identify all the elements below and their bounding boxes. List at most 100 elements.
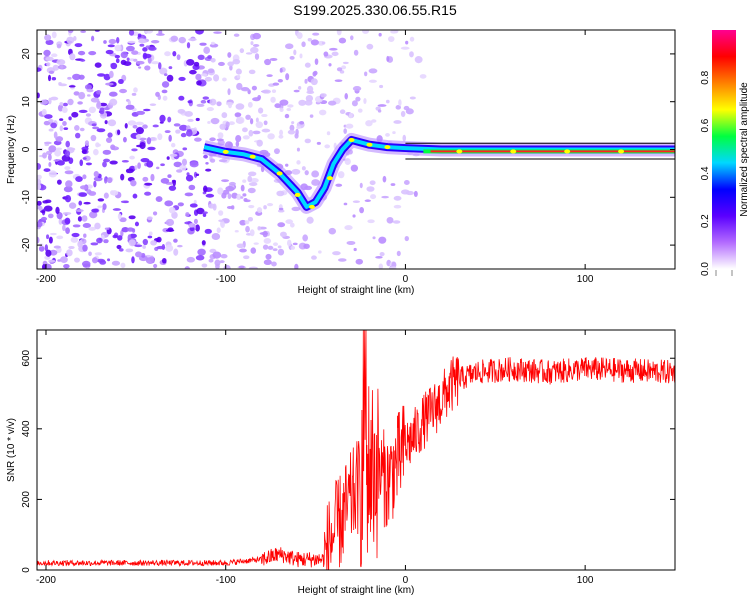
- noise-speckle: [177, 108, 186, 114]
- noise-speckle: [296, 125, 301, 129]
- noise-speckle: [203, 154, 208, 159]
- noise-speckle: [178, 76, 186, 81]
- noise-speckle: [155, 166, 160, 170]
- noise-speckle: [119, 217, 127, 223]
- noise-speckle: [289, 124, 295, 132]
- noise-speckle: [235, 68, 242, 75]
- noise-speckle: [355, 96, 361, 102]
- noise-speckle: [103, 40, 107, 44]
- noise-speckle: [208, 258, 214, 263]
- noise-speckle: [311, 179, 320, 186]
- noise-speckle: [221, 112, 228, 119]
- noise-speckle: [205, 168, 212, 172]
- colorbar: [712, 30, 736, 269]
- noise-speckle: [112, 234, 118, 239]
- noise-speckle: [329, 47, 338, 51]
- noise-speckle: [248, 182, 258, 187]
- noise-speckle: [179, 164, 187, 171]
- noise-speckle: [296, 147, 300, 152]
- noise-speckle: [142, 245, 146, 249]
- noise-speckle: [210, 158, 216, 163]
- noise-speckle: [116, 37, 120, 44]
- noise-speckle: [195, 30, 204, 35]
- noise-speckle: [45, 249, 52, 257]
- noise-speckle: [143, 53, 152, 59]
- noise-speckle: [253, 242, 259, 245]
- noise-speckle: [242, 179, 247, 183]
- y-tick-label: 0: [21, 567, 32, 573]
- noise-speckle: [267, 133, 275, 140]
- colorbar-tick-label: 0.0: [700, 262, 711, 276]
- noise-speckle: [50, 122, 57, 129]
- noise-speckle: [184, 266, 191, 269]
- noise-speckle: [117, 213, 122, 220]
- noise-speckle: [110, 62, 118, 70]
- noise-speckle: [368, 79, 377, 83]
- noise-speckle: [82, 222, 92, 228]
- noise-speckle: [164, 200, 174, 207]
- noise-speckle: [131, 92, 137, 96]
- colorbar-label: Normalized spectral amplitude: [739, 82, 750, 217]
- noise-speckle: [257, 95, 262, 100]
- noise-speckle: [271, 261, 277, 267]
- noise-speckle: [267, 245, 274, 250]
- noise-speckle: [403, 179, 410, 185]
- noise-speckle: [77, 101, 83, 105]
- noise-speckle: [51, 31, 57, 39]
- noise-speckle: [150, 173, 155, 182]
- noise-speckle: [38, 245, 45, 252]
- noise-speckle: [37, 178, 42, 186]
- noise-speckle: [364, 199, 371, 203]
- noise-speckle: [304, 99, 313, 106]
- noise-speckle: [187, 100, 193, 104]
- noise-speckle: [328, 227, 337, 235]
- noise-speckle: [55, 136, 64, 142]
- noise-speckle: [164, 51, 171, 57]
- noise-speckle: [405, 40, 409, 45]
- y-tick-label: 600: [21, 349, 32, 366]
- noise-speckle: [44, 34, 52, 41]
- signal-hotspot: [308, 204, 315, 209]
- noise-speckle: [196, 207, 205, 215]
- noise-speckle: [165, 218, 175, 227]
- noise-speckle: [121, 160, 129, 163]
- noise-speckle: [168, 206, 176, 214]
- noise-speckle: [44, 114, 53, 118]
- noise-speckle: [43, 168, 51, 172]
- noise-speckle: [276, 190, 285, 197]
- noise-speckle: [213, 31, 222, 34]
- noise-speckle: [355, 258, 364, 265]
- noise-speckle: [196, 80, 202, 86]
- noise-speckle: [377, 109, 382, 113]
- signal-hotspot: [326, 176, 333, 181]
- signal-hotspot: [384, 145, 391, 150]
- noise-speckle: [209, 98, 217, 106]
- noise-speckle: [185, 174, 194, 182]
- noise-speckle: [343, 128, 347, 134]
- snr-plot-area: [37, 330, 675, 570]
- noise-speckle: [41, 263, 47, 269]
- noise-speckle: [48, 170, 57, 178]
- noise-speckle: [250, 46, 259, 54]
- noise-speckle: [63, 186, 73, 193]
- noise-speckle: [40, 210, 46, 213]
- noise-speckle: [45, 39, 54, 45]
- noise-speckle: [90, 97, 100, 103]
- noise-speckle: [189, 161, 199, 168]
- noise-speckle: [279, 129, 284, 136]
- noise-speckle: [139, 141, 146, 150]
- noise-speckle: [386, 55, 390, 62]
- noise-speckle: [119, 88, 128, 94]
- noise-speckle: [264, 58, 272, 66]
- noise-speckle: [43, 49, 51, 57]
- y-axis-label: SNR (10 * v/v): [6, 418, 17, 482]
- noise-speckle: [212, 251, 222, 259]
- noise-speckle: [393, 204, 402, 209]
- noise-speckle: [318, 250, 322, 254]
- noise-speckle: [46, 62, 51, 67]
- noise-speckle: [38, 205, 43, 211]
- noise-speckle: [222, 77, 227, 82]
- noise-speckle: [166, 156, 170, 160]
- noise-speckle: [128, 215, 136, 220]
- noise-speckle: [210, 57, 216, 63]
